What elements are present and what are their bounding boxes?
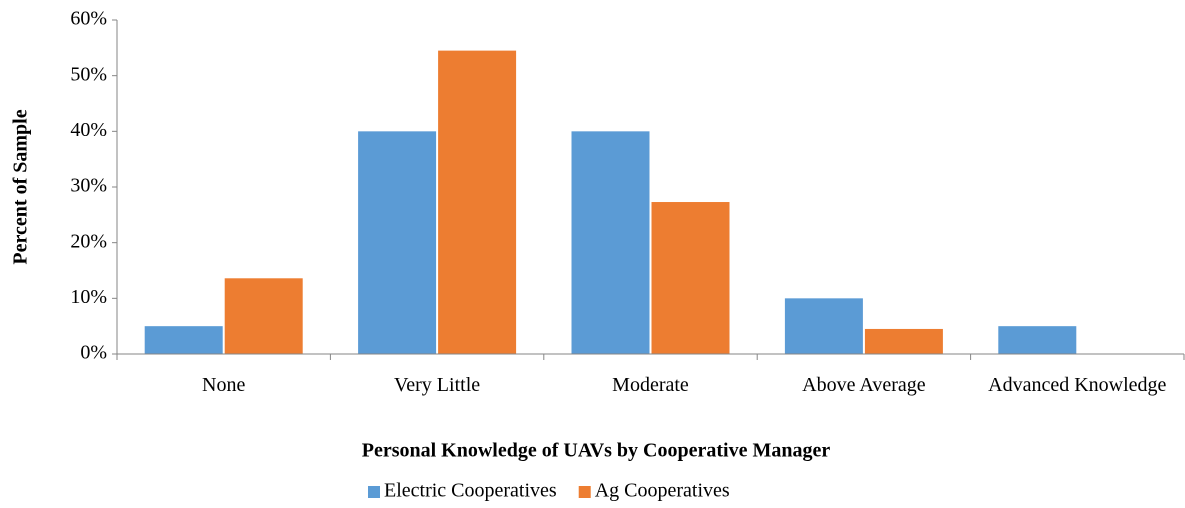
y-axis-label: Percent of Sample — [10, 109, 32, 264]
x-tick-label: Very Little — [394, 374, 481, 396]
x-tick-label: Moderate — [612, 374, 689, 396]
bar — [571, 131, 650, 354]
bar — [144, 326, 223, 354]
legend-swatch — [368, 486, 380, 498]
y-tick-label: 50% — [70, 63, 107, 85]
x-tick-label: None — [202, 374, 246, 396]
legend-swatch — [578, 486, 591, 498]
y-tick-label: 10% — [70, 286, 107, 308]
x-tick-label: Above Average — [802, 374, 926, 396]
y-tick-label: 60% — [70, 8, 107, 30]
y-tick-label: 40% — [70, 119, 107, 141]
x-tick-label: Advanced Knowledge — [988, 374, 1167, 396]
bar — [438, 50, 517, 354]
bar — [224, 278, 303, 354]
bar — [651, 202, 730, 354]
legend-label: Electric Cooperatives — [384, 480, 557, 502]
x-axis-label: Personal Knowledge of UAVs by Cooperativ… — [362, 440, 831, 462]
y-tick-label: 30% — [70, 175, 107, 197]
bar — [998, 326, 1077, 354]
y-tick-label: 0% — [80, 342, 107, 364]
y-tick-label: 20% — [70, 230, 107, 252]
legend-label: Ag Cooperatives — [595, 480, 730, 502]
bar — [358, 131, 437, 354]
bar — [864, 328, 943, 354]
bar — [784, 298, 863, 354]
